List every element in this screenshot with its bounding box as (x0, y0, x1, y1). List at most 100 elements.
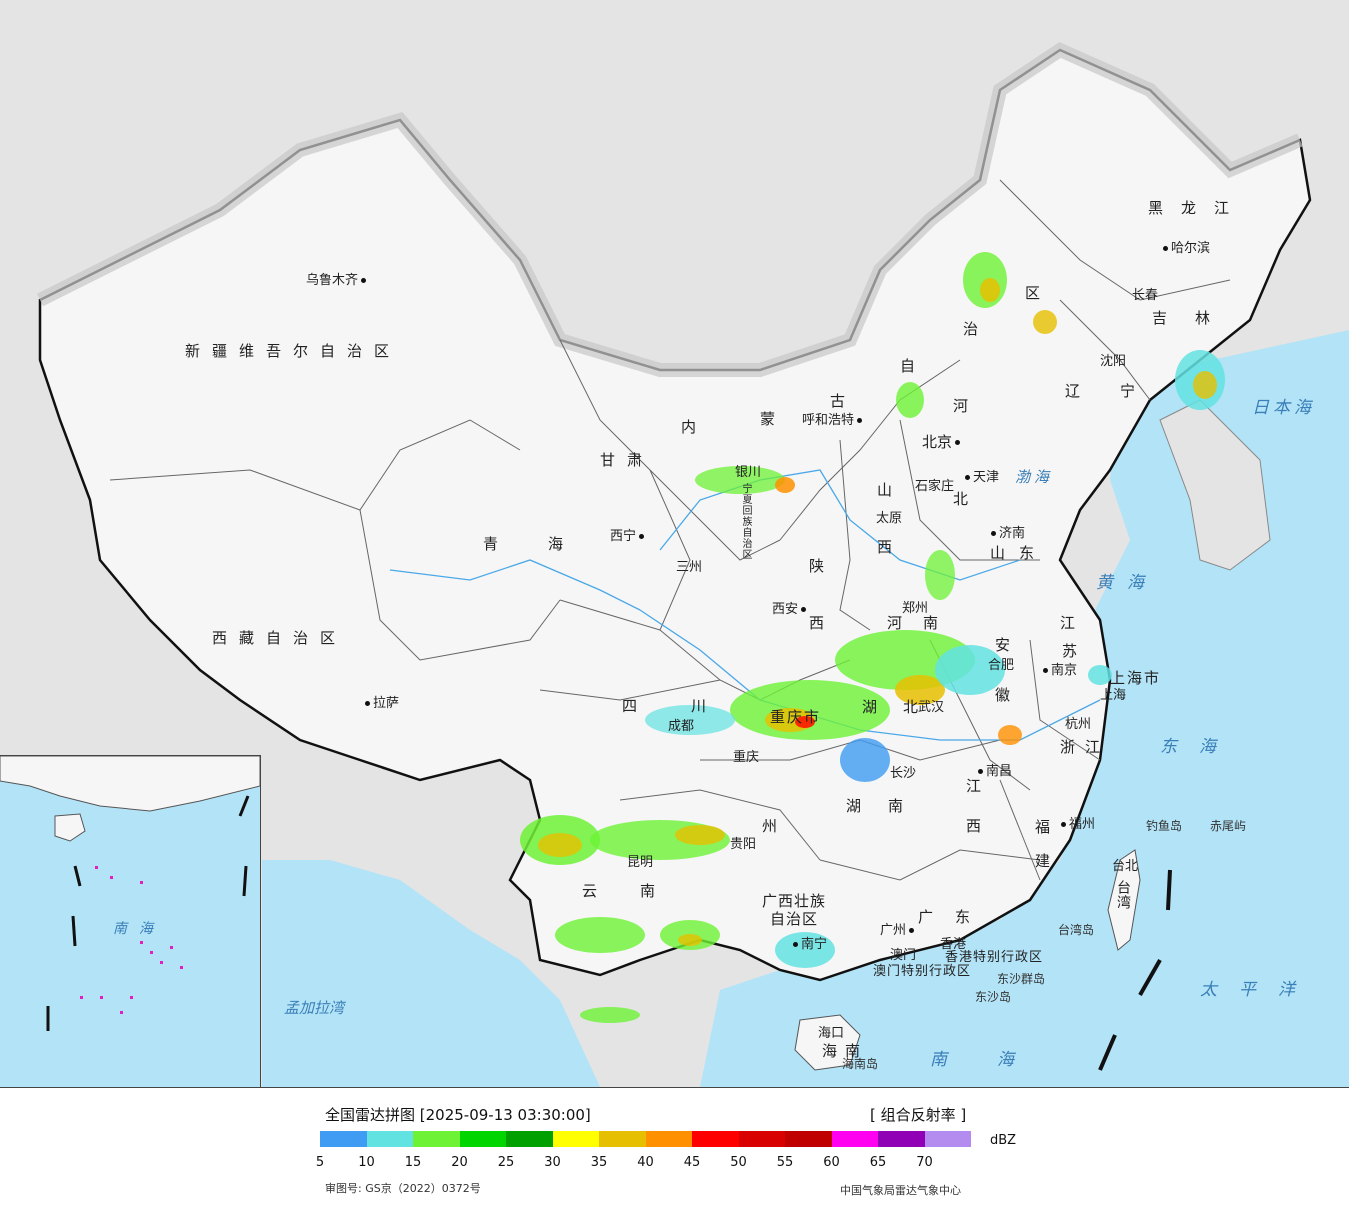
city-beijing: 北京 (922, 431, 963, 452)
city-zhengzhou: 郑州 (902, 601, 929, 616)
inset-islands (80, 866, 183, 1014)
city-lanzhou: 三州 (676, 560, 703, 575)
city-changchun: 长春 (1132, 288, 1159, 303)
radar-map: 新疆维吾尔自治区 西藏自治区 青海 甘肃 内 蒙 古 自 治 区 黑龙江 吉林 … (0, 0, 1349, 1088)
color-scale-tick: 70 (916, 1155, 933, 1170)
region-chongqing: 重庆市 (770, 708, 822, 726)
city-xining: 西宁 (610, 525, 647, 544)
color-scale-tick: 55 (776, 1155, 794, 1170)
color-swatch (878, 1131, 925, 1147)
color-swatch (320, 1131, 367, 1147)
color-scale-tick: 45 (683, 1155, 701, 1170)
region-jilin: 吉林 (1152, 309, 1239, 327)
city-yinchuan: 银川 (735, 465, 762, 480)
region-fujian-1: 福 (1035, 818, 1063, 836)
map-canvas (36, 42, 1349, 1087)
region-henan-1: 河 (887, 614, 915, 632)
color-scale-tick: 25 (497, 1155, 515, 1170)
color-swatch (645, 1131, 692, 1147)
color-scale-tick: 15 (404, 1155, 422, 1170)
city-taipei: 台北 (1112, 859, 1139, 874)
island-dongsha: 东沙岛 (975, 990, 1012, 1004)
sea-yellow: 黄海 (1096, 573, 1158, 593)
hainan-island (794, 1014, 861, 1071)
region-anhui-2: 徽 (995, 686, 1023, 704)
city-shenyang: 沈阳 (1100, 354, 1127, 369)
region-taiwan: 台湾 (1115, 880, 1131, 910)
city-haikou: 海口 (818, 1026, 845, 1041)
region-heilongjiang: 黑龙江 (1148, 199, 1248, 217)
south-sea-inset: 南海 (0, 755, 261, 1087)
region-shaanxi-1: 陕 (809, 557, 837, 575)
region-qinghai: 青海 (483, 535, 614, 553)
region-hunan-1: 湖 (846, 797, 874, 815)
region-jiangxi-2: 西 (966, 817, 994, 835)
region-neimenggu-6: 区 (1025, 284, 1053, 302)
color-swatch (413, 1131, 460, 1147)
region-jiangsu-2: 苏 (1062, 642, 1090, 660)
data-source: 中国气象局雷达气象中心 (840, 1184, 961, 1197)
inset-hainan (54, 813, 86, 842)
inset-boundary (46, 795, 250, 1031)
region-henan-2: 南 (923, 614, 951, 632)
region-hunan-2: 南 (888, 797, 916, 815)
region-shanghai: 上海市 (1110, 669, 1162, 687)
inset-canvas (0, 756, 260, 1031)
color-swatch (785, 1131, 832, 1147)
region-fujian-2: 建 (1035, 852, 1063, 870)
color-swatch (831, 1131, 878, 1147)
city-nanchang: 南昌 (975, 760, 1012, 779)
color-scale-tick: 30 (544, 1155, 561, 1170)
city-guiyang: 贵阳 (730, 837, 757, 852)
sea-bengal: 孟加拉湾 (284, 999, 345, 1017)
city-tianjin: 天津 (962, 466, 999, 485)
region-ningxia: 宁夏回族自治区 (740, 483, 751, 560)
inset-mainland (0, 756, 260, 812)
region-liaoning: 辽宁 (1065, 382, 1176, 400)
island-diaoyu: 钓鱼岛 (1146, 819, 1183, 833)
legend-product: [ 组合反射率 ] (870, 1106, 967, 1124)
color-swatch (738, 1131, 785, 1147)
region-hubei: 湖北 (862, 698, 945, 716)
region-hebei-2: 北 (953, 490, 981, 508)
city-wuhan: 武汉 (918, 700, 945, 715)
color-swatch (506, 1131, 553, 1147)
legend-unit: dBZ (990, 1133, 1017, 1148)
region-guangdong: 广东 (918, 908, 993, 926)
region-neimenggu-1: 内 (681, 418, 709, 436)
city-shanghai: 上海 (1100, 688, 1127, 703)
region-hongkong: 香港特别行政区 (945, 950, 1044, 965)
sea-japan: 日本海 (1252, 398, 1315, 418)
sea-pacific: 太平洋 (1200, 980, 1317, 1000)
region-neimenggu-4: 自 (900, 357, 928, 375)
color-swatch (692, 1131, 739, 1147)
region-guizhou: 州 (762, 817, 790, 835)
color-scale-tick: 40 (637, 1155, 654, 1170)
color-scale-tick: 65 (869, 1155, 887, 1170)
region-shanxi-2: 西 (877, 538, 905, 556)
city-nanning: 南宁 (790, 933, 827, 952)
region-sichuan: 四川 (622, 697, 761, 715)
legend-title: 全国雷达拼图 [2025-09-13 03:30:00] (325, 1106, 591, 1124)
bay-of-bengal (262, 860, 600, 1087)
city-lhasa: 拉萨 (362, 692, 399, 711)
city-changsha: 长沙 (890, 766, 917, 781)
map-approval-number: 审图号: GS京（2022）0372号 (325, 1182, 481, 1195)
region-xinjiang: 新疆维吾尔自治区 (185, 342, 402, 360)
city-urumqi: 乌鲁木齐 (306, 269, 369, 288)
maritime-boundary (1098, 869, 1172, 1071)
region-xizang: 西藏自治区 (212, 629, 348, 647)
city-shijiazhuang: 石家庄 (915, 479, 955, 494)
color-scale-tick: 20 (451, 1155, 468, 1170)
region-shaanxi-2: 西 (809, 614, 837, 632)
color-scale-tick: 50 (730, 1155, 747, 1170)
color-scale-tick: 60 (823, 1155, 840, 1170)
city-xian: 西安 (772, 598, 809, 617)
color-swatch (924, 1131, 971, 1147)
korea-peninsula (1159, 399, 1271, 571)
city-fuzhou: 福州 (1058, 813, 1095, 832)
taiwan-island (1107, 849, 1141, 951)
city-hangzhou: 杭州 (1065, 717, 1092, 732)
color-swatch (552, 1131, 599, 1147)
color-scale-tick: 5 (315, 1155, 325, 1170)
